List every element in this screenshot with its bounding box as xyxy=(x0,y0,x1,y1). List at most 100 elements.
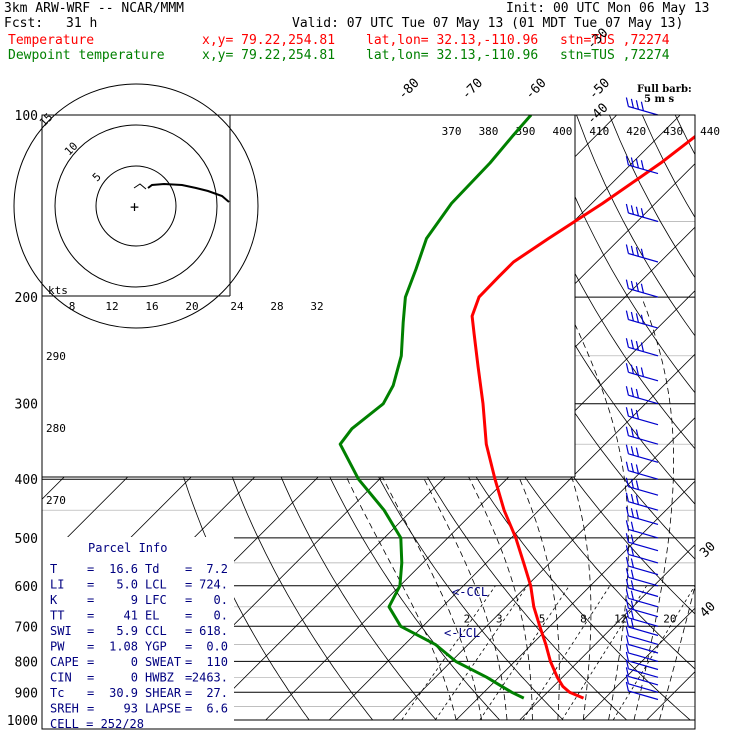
mixing-ratio-upper-label-28: 28 xyxy=(270,300,283,313)
wind-barb-800 xyxy=(625,643,659,662)
parcel-eq1-4: = xyxy=(87,624,94,638)
isotherm-label-30: 30 xyxy=(697,539,719,561)
wind-barb-shaft-750 xyxy=(628,635,659,645)
mixing-ratio-upper-label-8: 8 xyxy=(69,300,76,313)
theta-label-430: 430 xyxy=(663,125,683,138)
wind-barb-shaft-675 xyxy=(628,607,659,618)
isotherm-40 xyxy=(710,115,740,720)
isotherm-label--30: -30 xyxy=(584,26,611,53)
wind-barb-flag-125-0 xyxy=(625,155,629,166)
wind-barb-flag-250-0 xyxy=(625,338,629,348)
wind-barb-650 xyxy=(625,589,659,608)
wind-barb-flag-175-1 xyxy=(630,245,634,256)
parcel-eq2-1: = xyxy=(185,578,192,592)
parcel-key-lcl: LCL xyxy=(145,578,167,592)
pressure-tick-300: 300 xyxy=(15,398,38,413)
temperature-trace xyxy=(470,134,695,700)
parcel-key-ccl: CCL xyxy=(145,624,167,638)
moist-adiabat-0 xyxy=(282,297,457,721)
wind-barb-200 xyxy=(625,279,659,298)
wind-barb-flag-625-1 xyxy=(630,580,634,590)
dry-adiabat-350 xyxy=(477,115,695,505)
wind-barb-flag-250-2 xyxy=(635,340,639,351)
dewpoint-legend-xy: x,y= 79.22,254.81 xyxy=(202,48,336,63)
pressure-tick-600: 600 xyxy=(15,580,38,595)
temperature-legend-station: stn=TUS ,72274 xyxy=(560,33,670,48)
wind-barb-flag-125-3 xyxy=(640,160,644,170)
hodograph-ring-5 xyxy=(95,165,177,247)
wind-barb-flag-700-0 xyxy=(625,608,629,618)
wind-barb-225 xyxy=(625,310,659,329)
wind-barb-flag-675-0 xyxy=(625,599,629,609)
parcel-eq2-6: = xyxy=(185,655,192,669)
wind-barb-flag-100-0 xyxy=(625,97,629,107)
wind-barb-flag-225-0 xyxy=(625,310,629,320)
wind-barb-flag-200-2 xyxy=(635,282,639,292)
parcel-eq1-8: = xyxy=(87,686,94,700)
parcel-val-el: 0. xyxy=(214,609,228,623)
ccl-marker: <-CCL xyxy=(452,585,488,599)
parcel-key-sreh: SREH xyxy=(50,702,79,716)
parcel-key-cin: CIN xyxy=(50,671,72,685)
wind-barb-550 xyxy=(625,545,659,564)
wind-barb-flag-675-1 xyxy=(630,600,634,610)
wind-barb-flag-175-0 xyxy=(625,244,629,254)
wind-barb-shaft-850 xyxy=(628,668,659,678)
parcel-eq2-5: = xyxy=(185,640,192,654)
parcel-val-hwbz: 2463. xyxy=(192,671,228,685)
wind-barb-flag-450-1 xyxy=(630,493,634,504)
wind-barb-250 xyxy=(625,338,659,357)
parcel-eq2-3: = xyxy=(185,609,192,623)
plot-frame xyxy=(41,114,696,730)
wind-barb-flag-750-0 xyxy=(625,626,629,637)
mixing-ratio-upper-label-20: 20 xyxy=(185,300,198,313)
parcel-eq1-2: = xyxy=(87,593,94,607)
wind-barb-675 xyxy=(625,599,659,618)
wind-barb-flag-450-2 xyxy=(635,495,639,505)
parcel-info-text: Parcel Info T = 16.6 Td = 7.2 LI = 5.0 LCL = 724. K = 9… xyxy=(50,541,228,731)
wind-barb-875 xyxy=(625,667,659,686)
parcel-val-lapse: 6.6 xyxy=(206,702,228,716)
wind-barb-shaft-375 xyxy=(628,453,659,463)
isotherm--10 xyxy=(392,417,695,721)
wind-barb-flag-400-1 xyxy=(630,462,634,473)
pressure-tick-400: 400 xyxy=(15,473,38,488)
wind-barb-shaft-525 xyxy=(628,541,659,552)
parcel-key-t: T xyxy=(50,562,57,576)
wind-barb-flag-375-1 xyxy=(630,446,634,456)
parcel-eq1-1: = xyxy=(87,578,94,592)
wind-barb-flag-875-0 xyxy=(625,667,629,677)
wind-barb-flag-600-0 xyxy=(625,568,629,578)
wind-barb-shaft-275 xyxy=(628,371,659,382)
wind-barb-flag-225-1 xyxy=(630,311,634,322)
wind-barb-flag-425-1 xyxy=(630,478,634,489)
wind-barb-flag-275-1 xyxy=(630,364,634,374)
wind-barb-shaft-400 xyxy=(628,470,659,480)
dry-adiabat-410 xyxy=(674,115,695,156)
wind-barb-flag-300-1 xyxy=(630,387,634,397)
pressure-tick-500: 500 xyxy=(15,532,38,547)
wind-barb-flag-200-1 xyxy=(630,280,634,291)
mixing-ratio-upper-label-32: 32 xyxy=(310,300,323,313)
wind-barb-shaft-650 xyxy=(628,597,659,608)
hodograph-units: kts xyxy=(48,284,68,297)
pressure-tick-900: 900 xyxy=(15,686,38,701)
init-time: Init: 00 UTC Mon 06 May 13 xyxy=(506,1,710,16)
wind-barb-flag-800-0 xyxy=(625,643,629,654)
wind-barb-shaft-125 xyxy=(628,164,659,175)
wind-barb-flag-250-3 xyxy=(640,342,644,352)
parcel-key-el: EL xyxy=(145,609,159,623)
mixing-ratio-upper-label-16: 16 xyxy=(145,300,158,313)
wind-barb-150 xyxy=(625,203,659,223)
wind-barb-flag-400-2 xyxy=(635,464,639,474)
parcel-val-lfc: 0. xyxy=(214,593,228,607)
wind-barb-flag-200-0 xyxy=(625,279,629,289)
wind-barb-750 xyxy=(625,626,659,645)
forecast-hour: 31 h xyxy=(66,16,98,31)
wind-barb-flag-425-0 xyxy=(625,477,629,487)
wind-barb-flag-175-3 xyxy=(640,248,644,258)
wind-barb-175 xyxy=(625,244,659,263)
mixing-ratio-5 xyxy=(479,585,570,721)
theta-left-label-290: 290 xyxy=(46,350,66,363)
